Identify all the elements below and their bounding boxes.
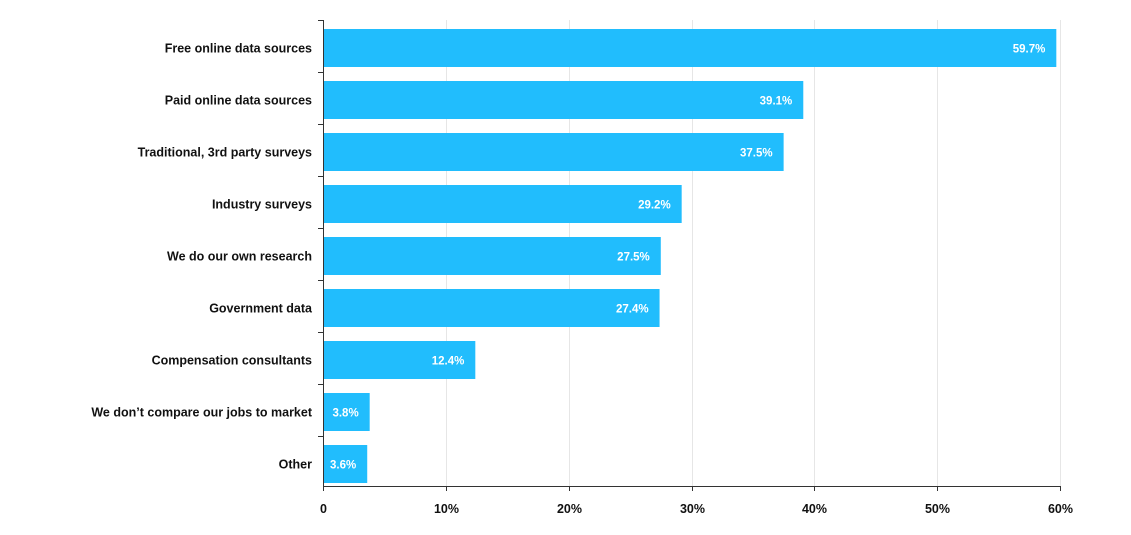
bar (323, 289, 660, 327)
bar (323, 237, 661, 275)
category-label: Compensation consultants (152, 354, 312, 368)
labels: 0 10% 20% 30% 40% 50% 60% 59.7% Free online data… (91, 42, 1073, 517)
data-label: 59.7% (1013, 44, 1046, 56)
bar (323, 133, 784, 171)
data-label: 27.4% (616, 304, 649, 316)
category-label: Traditional, 3rd party surveys (138, 146, 312, 160)
data-label: 37.5% (740, 148, 773, 160)
data-label: 3.8% (332, 408, 358, 420)
category-label: We don’t compare our jobs to market (91, 406, 312, 420)
data-label: 39.1% (760, 96, 793, 108)
x-tick-label: 40% (802, 502, 827, 516)
category-label: Paid online data sources (165, 94, 312, 108)
bar (323, 341, 476, 379)
category-label: Other (279, 458, 312, 472)
x-tick-label: 10% (434, 502, 459, 516)
x-tick-label: 0 (320, 502, 327, 516)
bar (323, 185, 682, 223)
axes (318, 20, 1061, 491)
bar (323, 81, 804, 119)
category-label: Government data (209, 302, 313, 316)
bar (323, 29, 1057, 67)
bars (323, 29, 1057, 483)
category-label: Industry surveys (212, 198, 312, 212)
bar (323, 445, 368, 483)
x-tick-label: 50% (925, 502, 950, 516)
data-label: 27.5% (617, 252, 650, 264)
data-label: 29.2% (638, 200, 671, 212)
x-tick-label: 20% (557, 502, 582, 516)
category-label: Free online data sources (165, 42, 312, 56)
data-label: 3.6% (330, 460, 356, 472)
category-label: We do our own research (167, 250, 312, 264)
bar (323, 393, 370, 431)
data-label: 12.4% (432, 356, 465, 368)
x-tick-label: 30% (680, 502, 705, 516)
x-tick-label: 60% (1048, 502, 1073, 516)
